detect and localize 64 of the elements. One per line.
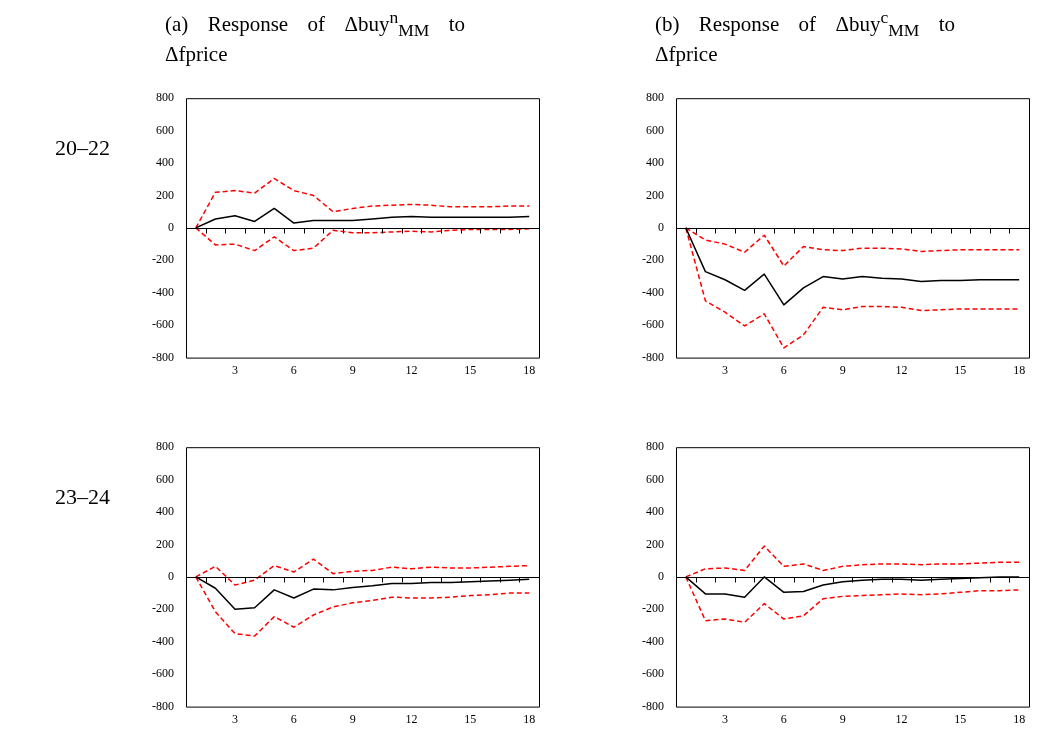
x-tick-label: 3 <box>232 711 239 726</box>
y-tick-label: 800 <box>156 439 174 454</box>
y-tick-label: -400 <box>152 284 174 299</box>
x-tick-label: 12 <box>895 362 908 377</box>
y-tick-label: 0 <box>658 220 664 235</box>
x-tick-label: 9 <box>349 362 356 377</box>
y-tick-label: 200 <box>646 187 664 202</box>
x-tick-label: 3 <box>722 362 729 377</box>
y-tick-label: -800 <box>642 698 664 713</box>
y-tick-label: -800 <box>152 349 174 364</box>
y-tick-label: 400 <box>646 155 664 170</box>
x-tick-label: 9 <box>839 711 846 726</box>
x-tick-label: 6 <box>780 362 787 377</box>
x-tick-label: 18 <box>1013 362 1026 377</box>
y-tick-label: 600 <box>156 122 174 137</box>
chart-title: (a) Response of Δbuy$^{n}$$_{MM}$ to Δfprice <box>165 7 465 67</box>
x-tick-label: 18 <box>523 362 536 377</box>
x-tick-label: 18 <box>523 711 536 726</box>
x-tick-label: 12 <box>405 711 418 726</box>
y-tick-label: 0 <box>168 220 174 235</box>
y-tick-label: 200 <box>646 536 664 551</box>
y-tick-label: -400 <box>152 633 174 648</box>
x-tick-label: 3 <box>722 711 729 726</box>
x-tick-label: 15 <box>464 711 477 726</box>
y-tick-label: -600 <box>642 666 664 681</box>
y-tick-label: -800 <box>642 349 664 364</box>
x-tick-label: 12 <box>895 711 908 726</box>
y-tick-label: 800 <box>646 439 664 454</box>
y-tick-label: -400 <box>642 284 664 299</box>
y-tick-label: -400 <box>642 633 664 648</box>
y-tick-label: -200 <box>642 252 664 267</box>
x-tick-label: 15 <box>464 362 477 377</box>
y-axis-title: 20–22 <box>55 135 110 161</box>
x-tick-label: 12 <box>405 362 418 377</box>
y-tick-label: 400 <box>646 504 664 519</box>
y-tick-label: 800 <box>646 90 664 105</box>
y-tick-label: -600 <box>642 317 664 332</box>
x-tick-label: 15 <box>954 711 967 726</box>
y-tick-label: 200 <box>156 536 174 551</box>
x-tick-label: 9 <box>349 711 356 726</box>
y-tick-label: 600 <box>156 471 174 486</box>
x-tick-label: 3 <box>232 362 239 377</box>
x-tick-label: 6 <box>780 711 787 726</box>
y-tick-label: 600 <box>646 122 664 137</box>
y-tick-label: 400 <box>156 155 174 170</box>
y-tick-label: -600 <box>152 317 174 332</box>
x-tick-label: 6 <box>290 362 297 377</box>
y-tick-label: 400 <box>156 504 174 519</box>
y-tick-label: -200 <box>152 601 174 616</box>
y-tick-label: 0 <box>658 569 664 584</box>
x-tick-label: 6 <box>290 711 297 726</box>
y-tick-label: -600 <box>152 666 174 681</box>
chart-title: (b) Response of Δbuy$^{c}$$_{MM}$ to Δfprice <box>655 7 955 67</box>
y-tick-label: 800 <box>156 90 174 105</box>
y-axis-title: 23–24 <box>55 484 110 510</box>
y-tick-label: 200 <box>156 187 174 202</box>
y-tick-label: 0 <box>168 569 174 584</box>
x-tick-label: 9 <box>839 362 846 377</box>
x-tick-label: 18 <box>1013 711 1026 726</box>
y-tick-label: -200 <box>152 252 174 267</box>
x-tick-label: 15 <box>954 362 967 377</box>
y-tick-label: -800 <box>152 698 174 713</box>
y-tick-label: -200 <box>642 601 664 616</box>
y-tick-label: 600 <box>646 471 664 486</box>
